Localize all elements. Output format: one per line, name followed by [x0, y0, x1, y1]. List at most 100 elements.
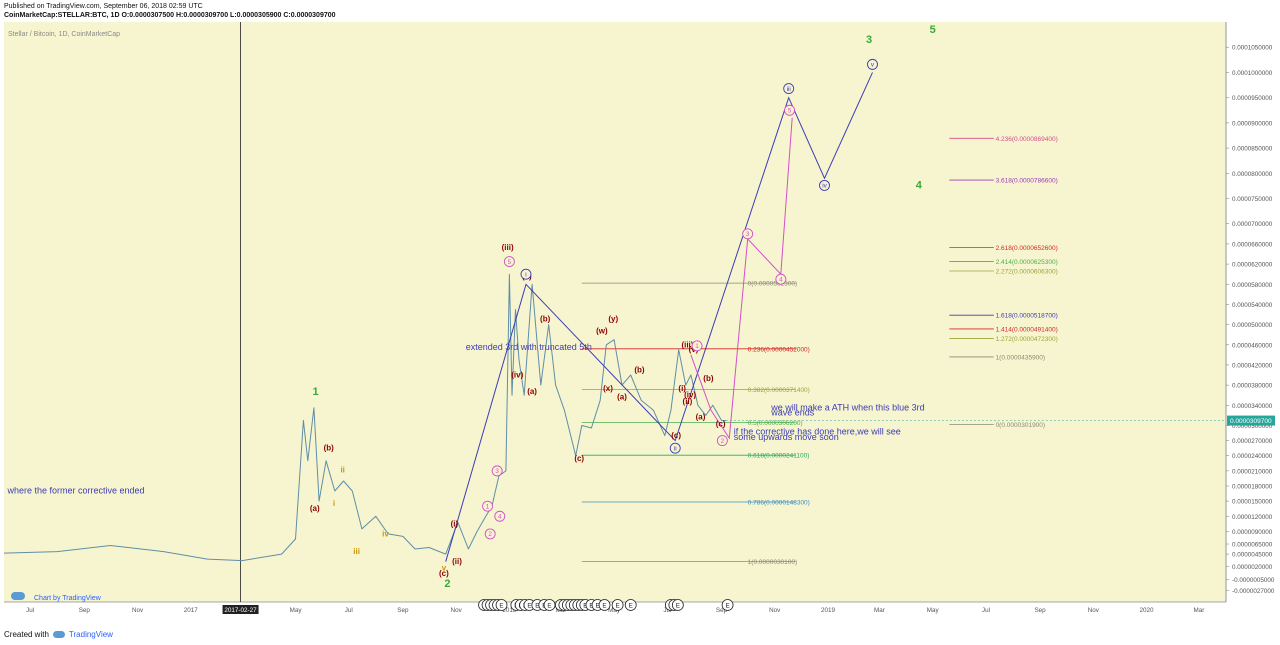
earnings-event-marker [721, 599, 734, 611]
y-tick-label: 0.0000210000 [1232, 468, 1273, 475]
y-tick-label: 0.0000900000 [1232, 120, 1273, 127]
x-tick-label: May [290, 607, 303, 614]
annotation-text: extended 3rd with truncated 5th [466, 342, 592, 352]
wave-circle-label [520, 268, 532, 280]
fib-retracement-label: 0.618(0.0000241100) [748, 453, 810, 460]
wave-label: (a) [696, 412, 706, 421]
y-tick-label: 0.0000460000 [1232, 342, 1273, 349]
earnings-event-marker [624, 599, 637, 611]
fib-retracement-label: 0.236(0.0000452000) [748, 346, 810, 353]
wave-circle-label [669, 442, 681, 454]
wave-circle-label [783, 83, 795, 95]
earnings-event-text: E [595, 602, 599, 609]
tradingview-link[interactable]: TradingView [68, 630, 113, 639]
y-tick-label: 0.0001050000 [1232, 45, 1273, 52]
plot-background [4, 22, 1226, 602]
x-tick-label: Sep [1034, 607, 1046, 614]
y-tick-label: 0.0000240000 [1232, 453, 1273, 460]
published-line: Published on TradingView.com, September … [4, 3, 203, 10]
y-tick-label: 0.0000090000 [1232, 529, 1273, 536]
blue-wave-projection [445, 72, 873, 562]
price-series-line [3, 273, 726, 562]
x-tick-label: Nov [451, 607, 463, 614]
pink-wave-projection [690, 117, 793, 440]
fib-retracement-label: 0.5(0.0000306200) [748, 420, 803, 427]
wave-label: 4 [916, 179, 923, 191]
wave-circle-text: 1 [486, 503, 490, 510]
y-tick-label: 0.0000540000 [1232, 302, 1273, 309]
x-tick-label: 2017-02-27 [224, 607, 257, 614]
y-tick-label: 0.0001000000 [1232, 70, 1273, 77]
fib-extension-label: 4.236(0.0000869400) [996, 136, 1058, 143]
y-tick-label: 0.0000500000 [1232, 322, 1273, 329]
wave-label: (ii) [452, 557, 462, 566]
x-tick-label: Nov [769, 607, 781, 614]
symbol-ohlc-line: CoinMarketCap:STELLAR:BTC, 1D O:0.000030… [4, 12, 336, 19]
annotation-text: we will make a ATH when this blue 3rd [770, 402, 924, 412]
created-with-label: Created with [4, 630, 49, 639]
wave-label: (ii) [683, 397, 693, 406]
y-tick-label: 0.0000150000 [1232, 499, 1273, 506]
y-tick-label: 0.0000850000 [1232, 146, 1273, 153]
x-tick-label: Sep [397, 607, 409, 614]
x-tick-label: Jul [345, 607, 353, 614]
earnings-event-text: E [583, 602, 587, 609]
x-tick-label: May [608, 607, 621, 614]
earnings-event-text: E [535, 602, 539, 609]
wave-label: ii [340, 465, 344, 474]
wave-label: (a) [617, 392, 627, 401]
wave-circle-label [484, 528, 496, 540]
fib-retracement-label: 0.786(0.0000148300) [748, 499, 810, 506]
wave-label: (i) [451, 519, 459, 528]
fib-extension-label: 1.414(0.0000491400) [996, 326, 1058, 333]
earnings-event-text: E [725, 602, 729, 609]
earnings-event-marker [611, 599, 624, 611]
wave-circle-text: 2 [721, 438, 725, 445]
price-chart[interactable]: 0.0001050000 0.0001000000 0.0000950000 0.00… [0, 22, 1280, 624]
wave-label: (iv) [684, 391, 696, 400]
y-tick-label: 0.0000340000 [1232, 403, 1273, 410]
y-tick-label: 0.0000065000 [1232, 542, 1273, 549]
wave-label: (b) [540, 315, 551, 324]
y-tick-label: 0.0000950000 [1232, 95, 1273, 102]
wave-label: (x) [603, 384, 613, 393]
last-price-badge [1227, 415, 1275, 426]
wave-circle-text: 3 [495, 468, 499, 475]
x-tick-label: 2020 [1140, 607, 1155, 614]
wave-circle-text: 1 [695, 343, 699, 350]
earnings-event-text: E [676, 602, 680, 609]
tv-watermark: Chart by TradingView [34, 595, 102, 602]
wave-label: 3 [866, 34, 872, 46]
wave-circle-text: ii [674, 445, 677, 452]
wave-label: (a) [527, 387, 537, 396]
y-tick-label: 0.0000300000 [1232, 423, 1273, 430]
fib-extension-label: 0(0.0000301900) [996, 422, 1046, 429]
wave-label: (c) [574, 454, 584, 463]
wave-label: v [442, 564, 447, 573]
x-tick-label: Sep [79, 607, 91, 614]
wave-circle-label [867, 58, 878, 70]
wave-label: (iv) [511, 371, 523, 380]
earnings-event-text: E [499, 602, 503, 609]
wave-circle-label [784, 104, 796, 116]
wave-circle-label [775, 273, 787, 285]
fib-extension-label: 3.618(0.0000786600) [996, 178, 1058, 185]
y-tick-label: 0.0000180000 [1232, 484, 1273, 491]
x-tick-label: 2018 [502, 607, 517, 614]
x-tick-label: Mar [1194, 607, 1205, 614]
annotation-text: if the corrective has done here,we will … [734, 427, 901, 437]
wave-circle-label [482, 500, 494, 512]
x-tick-label: 2019 [821, 607, 836, 614]
earnings-event-text: E [547, 602, 551, 609]
wave-label: (i) [678, 384, 686, 393]
fib-extension-label: 1.618(0.0000518700) [996, 313, 1058, 320]
wave-label: (c) [671, 431, 681, 440]
chart-title: Stellar / Bitcoin, 1D, CoinMarketCap [8, 31, 120, 38]
annotation-text: wave ends [770, 407, 815, 417]
x-tick-label: 2017 [184, 607, 199, 614]
x-tick-label: Mar [874, 607, 885, 614]
wave-label: (w) [596, 327, 608, 336]
y-tick-label: 0.0000270000 [1232, 438, 1273, 445]
footer: Created with TradingView [4, 630, 113, 639]
wave-circle-text: i [525, 271, 526, 278]
